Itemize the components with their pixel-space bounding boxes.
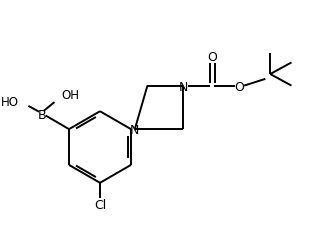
Text: OH: OH — [61, 89, 79, 102]
Text: N: N — [130, 124, 140, 137]
Text: B: B — [38, 109, 46, 122]
Text: O: O — [207, 51, 217, 64]
Text: HO: HO — [1, 96, 19, 109]
Text: N: N — [178, 81, 188, 94]
Text: O: O — [234, 81, 244, 94]
Text: Cl: Cl — [94, 199, 106, 212]
